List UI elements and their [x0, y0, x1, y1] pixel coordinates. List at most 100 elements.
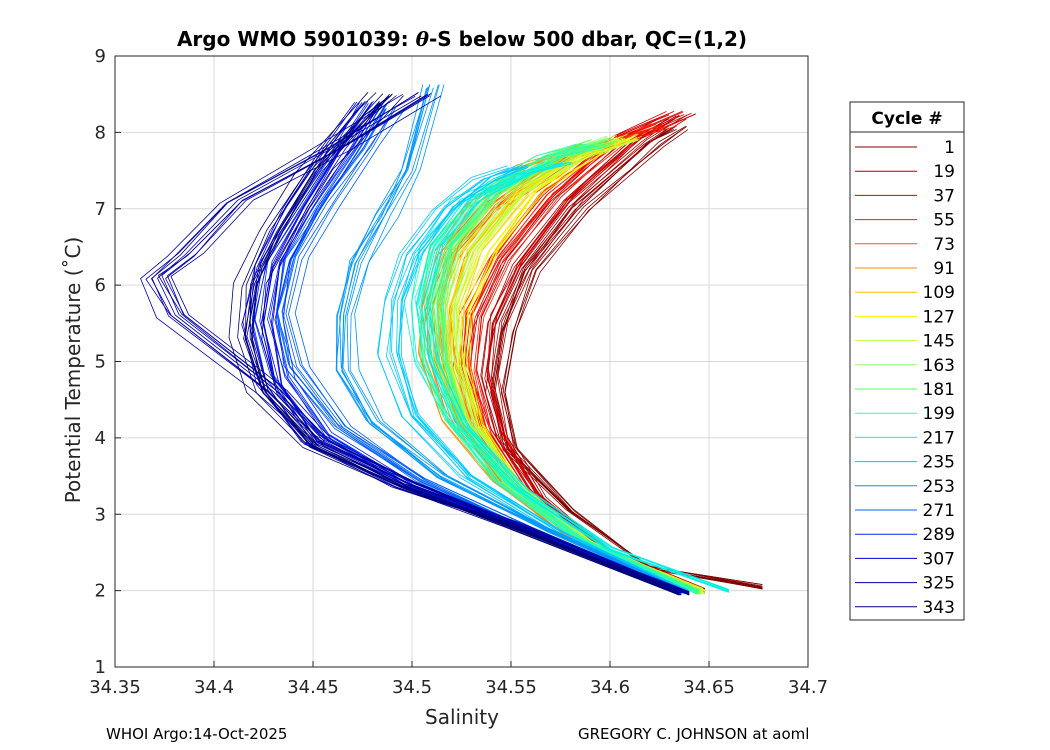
profile-line	[428, 161, 729, 590]
profile-line	[140, 93, 690, 595]
profile-line	[386, 167, 690, 592]
legend-entry-19: 19	[855, 162, 955, 182]
chart-title: Argo WMO 5901039: θ-S below 500 dbar, QC…	[177, 27, 747, 51]
series-1	[485, 125, 763, 590]
legend-label: 325	[923, 574, 955, 594]
profile-line	[281, 108, 684, 592]
legend-label: 1	[944, 138, 955, 158]
profile-line	[416, 162, 729, 592]
y-tick-label: 2	[95, 581, 106, 602]
legend-entry-289: 289	[855, 525, 955, 545]
profile-line	[151, 92, 690, 593]
legend-label: 37	[933, 186, 955, 206]
legend-entry-217: 217	[855, 428, 955, 448]
legend-label: 271	[923, 501, 955, 521]
profile-line	[246, 93, 680, 592]
x-tick-label: 34.4	[194, 677, 234, 698]
legend-label: 217	[923, 428, 955, 448]
series-lines	[140, 84, 763, 596]
profile-line	[254, 101, 682, 593]
series-325	[140, 92, 690, 596]
profile-line	[335, 87, 686, 591]
legend-label: 307	[923, 549, 955, 569]
legend-entry-235: 235	[855, 453, 955, 473]
legend-label: 73	[933, 235, 955, 255]
legend-entry-55: 55	[855, 211, 955, 231]
x-tick-label: 34.6	[590, 677, 630, 698]
legend-entry-307: 307	[855, 549, 955, 569]
legend-box	[849, 101, 965, 621]
x-tick-label: 34.35	[89, 677, 141, 698]
series-235	[377, 164, 690, 595]
legend-label: 91	[933, 259, 955, 279]
profile-line	[170, 95, 690, 595]
y-tick-label: 4	[95, 428, 106, 449]
profile-line	[349, 84, 686, 595]
profile-line	[421, 164, 729, 593]
legend: Cycle # 1 19 37 55 73 91 109 127 145 163 181 199 217…	[849, 101, 965, 621]
chart-title-theta: θ	[416, 27, 430, 51]
y-axis-label: Potential Temperature (˚C)	[61, 237, 85, 504]
legend-label: 199	[923, 404, 955, 424]
legend-entry-325: 325	[855, 574, 955, 594]
y-tick-label: 3	[95, 504, 106, 525]
legend-entry-343: 343	[855, 598, 955, 618]
legend-entries: 1 19 37 55 73 91 109 127 145 163 181 199 217 235 253 27…	[855, 138, 955, 618]
profile-line	[341, 84, 686, 592]
profile-line	[401, 166, 690, 593]
legend-entry-181: 181	[855, 380, 955, 400]
legend-label: 145	[923, 332, 955, 352]
legend-entry-271: 271	[855, 501, 955, 521]
profile-line	[418, 162, 729, 591]
footer-right-credit: GREGORY C. JOHNSON at aoml	[578, 725, 810, 743]
x-tick-label: 34.55	[485, 677, 537, 698]
legend-title: Cycle #	[871, 109, 942, 129]
y-tick-label: 5	[95, 352, 106, 373]
axis-ticks: 34.35 34.4 34.45 34.5 34.55 34.6 34.65 34.7 1 2 3 4…	[89, 46, 828, 698]
profile-line	[500, 128, 763, 588]
y-tick-label: 9	[95, 46, 106, 67]
legend-entry-127: 127	[855, 307, 955, 327]
x-axis-label: Salinity	[425, 705, 499, 729]
legend-label: 127	[923, 307, 955, 327]
series-253	[335, 84, 686, 595]
legend-entry-91: 91	[855, 259, 955, 279]
x-tick-label: 34.7	[788, 677, 828, 698]
legend-entry-199: 199	[855, 404, 955, 424]
x-tick-label: 34.5	[392, 677, 432, 698]
legend-label: 109	[923, 283, 955, 303]
chart-title-prefix: Argo WMO 5901039:	[177, 27, 416, 51]
profile-line	[269, 100, 682, 594]
x-tick-label: 34.45	[287, 677, 339, 698]
profile-line	[228, 92, 680, 596]
legend-label: 289	[923, 525, 955, 545]
profile-line	[397, 164, 690, 592]
profile-line	[486, 113, 700, 594]
series-343	[228, 92, 680, 596]
profile-line	[167, 95, 690, 595]
legend-label: 19	[933, 162, 955, 182]
profile-line	[145, 92, 690, 596]
legend-label: 181	[923, 380, 955, 400]
legend-label: 55	[933, 211, 955, 231]
legend-entry-1: 1	[855, 138, 955, 158]
legend-entry-145: 145	[855, 332, 955, 352]
legend-entry-253: 253	[855, 477, 955, 497]
legend-label: 343	[923, 598, 955, 618]
profile-line	[339, 86, 686, 595]
profile-line	[157, 95, 690, 594]
chart-title-suffix: -S below 500 dbar, QC=(1,2)	[429, 27, 747, 51]
profile-line	[415, 164, 729, 591]
legend-entry-73: 73	[855, 235, 955, 255]
profile-line	[237, 92, 680, 594]
legend-entry-163: 163	[855, 356, 955, 376]
legend-entry-37: 37	[855, 186, 955, 206]
legend-entry-109: 109	[855, 283, 955, 303]
profile-line	[282, 108, 684, 592]
legend-label: 235	[923, 453, 955, 473]
footer-left-credit: WHOI Argo:14-Oct-2025	[106, 725, 288, 743]
profile-line	[252, 95, 680, 594]
y-tick-label: 7	[95, 199, 106, 220]
profile-line	[346, 84, 686, 592]
